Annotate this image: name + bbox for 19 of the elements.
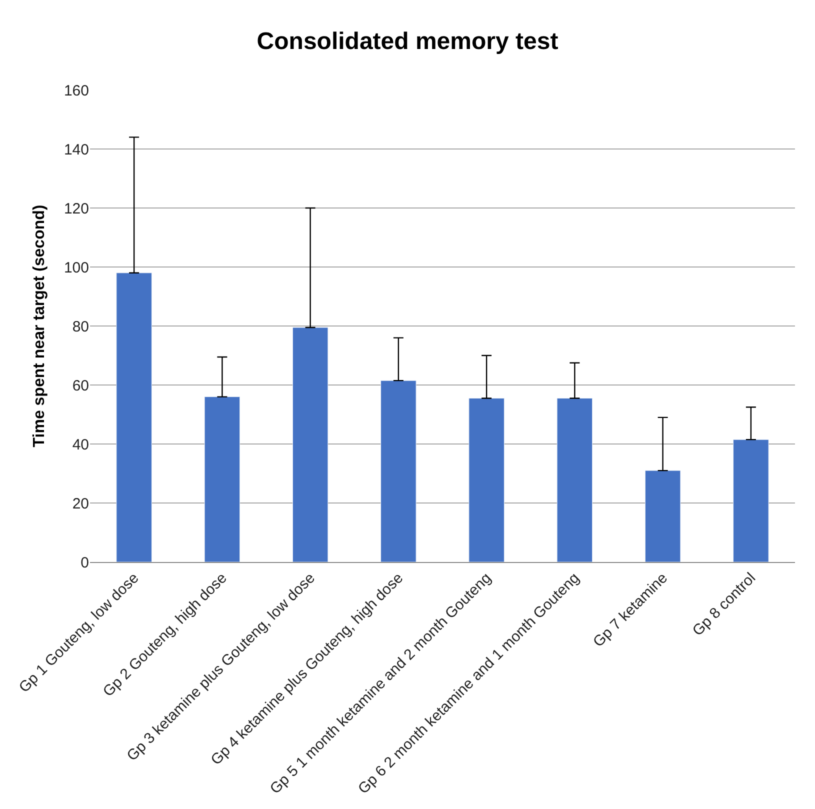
bar	[380, 380, 416, 562]
y-tick-label: 140	[64, 141, 89, 158]
bar	[644, 470, 681, 562]
y-tick-label: 100	[64, 259, 89, 276]
bar	[556, 398, 593, 562]
y-tick-label: 120	[64, 200, 89, 218]
bar	[292, 327, 328, 562]
y-tick-label: 20	[72, 495, 89, 512]
bar	[733, 439, 769, 562]
y-tick-label: 80	[72, 318, 89, 336]
bar	[204, 396, 240, 562]
chart-title: Consolidated memory test	[256, 28, 558, 56]
y-tick-label: 0	[80, 554, 89, 572]
y-tick-label: 40	[72, 436, 89, 454]
bar	[468, 398, 504, 562]
bar	[116, 272, 152, 562]
y-axis-title: Time spent near target (second)	[30, 204, 48, 448]
y-tick-label: 160	[64, 82, 89, 100]
y-tick-label: 60	[72, 377, 89, 394]
